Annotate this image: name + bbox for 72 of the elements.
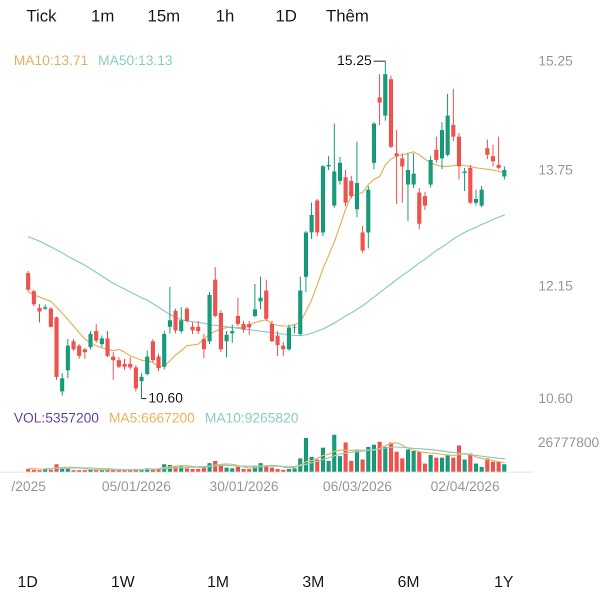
text: MA10:13.71 (14, 52, 88, 68)
candlestick (26, 270, 30, 292)
y-tick-label: 13.75 (538, 161, 574, 178)
bar (468, 454, 472, 472)
candlestick (94, 323, 98, 344)
candlestick (111, 352, 116, 380)
bar (462, 459, 467, 472)
y-tick-label: 15.25 (538, 52, 574, 69)
candlestick (105, 330, 110, 358)
x-tick-label: 06/03/2026 (322, 478, 392, 494)
candlestick (451, 88, 456, 142)
bar (378, 442, 382, 472)
text: 1W (111, 574, 135, 592)
candlestick (252, 283, 257, 318)
x-tick-label: 05/01/2026 (102, 478, 172, 494)
bar (502, 464, 506, 472)
candlestick (179, 306, 184, 334)
text: 1D (18, 574, 38, 592)
candlestick (400, 152, 404, 204)
candlestick (168, 286, 172, 334)
candlestick (434, 136, 438, 164)
candlestick (496, 136, 501, 170)
candlestick (236, 297, 240, 327)
bar (383, 446, 388, 472)
candlestick (258, 276, 263, 310)
x-tick-label: /2025 (11, 478, 46, 494)
candlestick (88, 330, 93, 350)
text: 6M (398, 574, 420, 592)
text: VOL:5357200 (14, 409, 100, 426)
text: MA10:9265820 (204, 409, 299, 426)
text: 3M (302, 574, 324, 592)
candlestick (230, 324, 234, 344)
text: 15m (148, 6, 180, 26)
candlestick (173, 308, 178, 334)
candlestick (37, 304, 42, 323)
text: 26777800 (538, 434, 600, 450)
candlestick (202, 334, 206, 358)
candlestick (60, 372, 64, 396)
candlestick (310, 202, 314, 240)
candlestick (462, 167, 467, 192)
candlestick (100, 335, 104, 348)
candlestick (184, 306, 189, 323)
text: MA50:13.13 (98, 52, 173, 68)
y-tick-label: 10.60 (538, 390, 574, 406)
annotation: 10.60 (148, 390, 184, 406)
candlestick (502, 166, 506, 180)
text: 1M (207, 574, 230, 592)
candlestick (485, 139, 490, 160)
candlestick (134, 364, 138, 392)
candlestick (360, 225, 365, 254)
text: Tick (26, 6, 58, 26)
annotation: 15.25 (337, 52, 372, 68)
x-tick-label: 30/01/2026 (210, 478, 279, 494)
candlestick (378, 74, 382, 126)
candlestick (224, 330, 229, 358)
candlestick (32, 289, 36, 307)
text: Thêm (326, 6, 369, 26)
bar (434, 458, 438, 472)
x-tick-label: 02/04/2026 (430, 478, 500, 494)
candlestick (281, 342, 286, 356)
text: 1D (275, 6, 297, 26)
text: 1h (216, 6, 234, 26)
y-tick-label: 12.15 (538, 278, 574, 294)
text: 1m (90, 6, 114, 26)
text: MA5:6667200 (108, 409, 196, 426)
candlestick (145, 350, 150, 376)
candlestick (326, 156, 331, 171)
candlestick (286, 324, 291, 352)
candlestick (490, 144, 496, 167)
bar (428, 455, 433, 472)
bar (360, 459, 365, 472)
text: 1Y (494, 574, 514, 592)
